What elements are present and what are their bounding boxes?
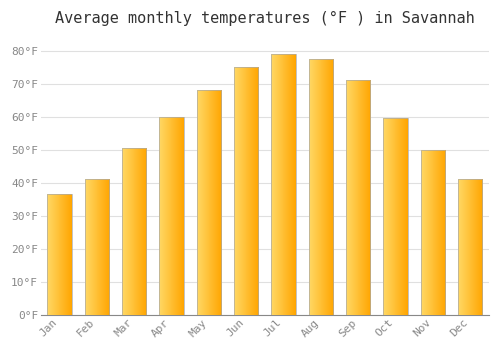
Title: Average monthly temperatures (°F ) in Savannah: Average monthly temperatures (°F ) in Sa…: [55, 11, 475, 26]
Bar: [421, 150, 445, 315]
Bar: [346, 80, 370, 315]
Bar: [85, 180, 109, 315]
Bar: [122, 148, 146, 315]
Bar: [197, 90, 221, 315]
Bar: [234, 67, 258, 315]
Bar: [160, 117, 184, 315]
Bar: [272, 54, 295, 315]
Bar: [458, 180, 482, 315]
Bar: [48, 194, 72, 315]
Bar: [384, 118, 407, 315]
Bar: [309, 59, 333, 315]
